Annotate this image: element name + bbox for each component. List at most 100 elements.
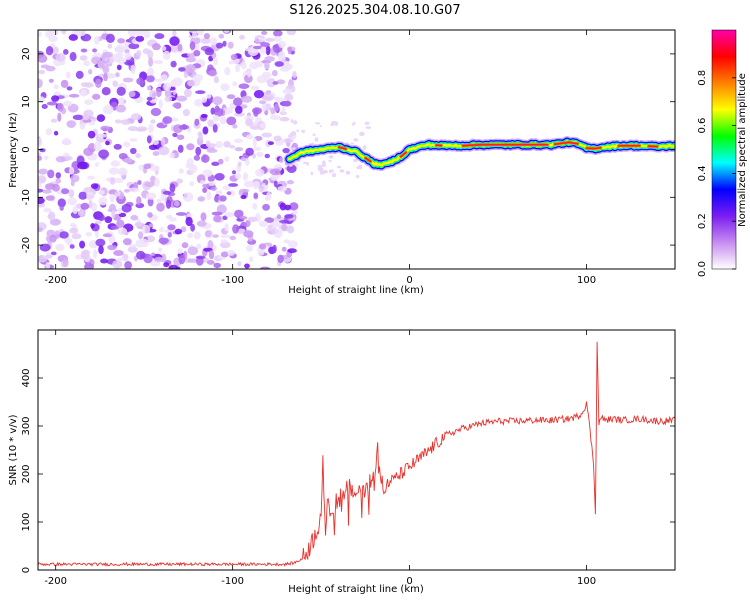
noise-speckle bbox=[151, 252, 156, 257]
noise-speckle bbox=[128, 187, 140, 193]
noise-speckle bbox=[296, 129, 300, 132]
noise-speckle bbox=[158, 227, 165, 233]
noise-speckle bbox=[92, 117, 97, 122]
noise-speckle bbox=[241, 95, 253, 103]
noise-speckle bbox=[252, 137, 257, 148]
noise-speckle bbox=[200, 180, 205, 185]
noise-speckle bbox=[67, 197, 77, 206]
noise-speckle bbox=[143, 163, 152, 170]
noise-speckle bbox=[38, 152, 41, 157]
noise-speckle bbox=[264, 196, 269, 201]
x-tick-label: 0 bbox=[406, 576, 412, 587]
noise-speckle bbox=[355, 175, 360, 178]
noise-speckle bbox=[201, 96, 208, 103]
noise-speckle bbox=[97, 213, 105, 222]
noise-speckle bbox=[265, 90, 272, 95]
noise-speckle bbox=[160, 193, 165, 202]
y-tick-label: 10 bbox=[21, 95, 32, 108]
noise-speckle bbox=[203, 33, 210, 40]
noise-speckle bbox=[180, 226, 187, 233]
noise-speckle bbox=[261, 102, 267, 112]
noise-speckle bbox=[202, 187, 208, 194]
noise-speckle bbox=[314, 122, 321, 125]
noise-speckle bbox=[154, 256, 164, 263]
noise-speckle bbox=[270, 173, 280, 181]
noise-speckle bbox=[210, 186, 217, 191]
noise-speckle bbox=[113, 143, 122, 150]
noise-speckle bbox=[286, 164, 297, 173]
noise-speckle bbox=[150, 175, 156, 184]
noise-speckle bbox=[224, 66, 231, 76]
noise-speckle bbox=[156, 202, 165, 212]
noise-speckle bbox=[195, 146, 202, 156]
noise-speckle bbox=[287, 46, 292, 55]
noise-speckle bbox=[233, 138, 244, 144]
noise-speckle bbox=[160, 137, 166, 147]
noise-speckle bbox=[282, 147, 290, 154]
noise-speckle bbox=[247, 216, 258, 222]
spectral-ridge-peak bbox=[338, 146, 347, 150]
noise-speckle bbox=[45, 235, 51, 242]
noise-speckle bbox=[246, 134, 254, 140]
noise-speckle bbox=[178, 254, 186, 265]
noise-speckle bbox=[234, 209, 244, 219]
noise-speckle bbox=[38, 175, 47, 184]
noise-speckle bbox=[208, 181, 216, 187]
noise-speckle bbox=[256, 151, 264, 158]
spectral-ridge-peak bbox=[553, 141, 579, 145]
noise-speckle bbox=[226, 94, 236, 100]
noise-speckle bbox=[115, 44, 125, 54]
noise-speckle bbox=[259, 266, 271, 269]
noise-speckle bbox=[259, 243, 266, 250]
noise-speckle bbox=[216, 42, 224, 49]
noise-speckle bbox=[123, 238, 132, 246]
noise-speckle bbox=[134, 221, 143, 228]
noise-speckle bbox=[116, 64, 122, 71]
noise-speckle bbox=[98, 196, 108, 206]
noise-speckle bbox=[358, 164, 363, 170]
noise-speckle bbox=[212, 96, 223, 106]
snr-xlabel: Height of straight line (km) bbox=[288, 584, 424, 595]
noise-speckle bbox=[336, 165, 342, 169]
noise-speckle bbox=[57, 112, 62, 122]
noise-speckle bbox=[310, 171, 314, 176]
noise-speckle bbox=[183, 71, 189, 79]
noise-speckle bbox=[93, 141, 102, 152]
noise-speckle bbox=[154, 177, 160, 187]
noise-speckle bbox=[143, 253, 153, 264]
noise-speckle bbox=[237, 161, 242, 167]
noise-speckle bbox=[186, 143, 195, 151]
noise-speckle bbox=[116, 219, 125, 228]
noise-speckle bbox=[235, 63, 240, 73]
noise-speckle bbox=[150, 107, 162, 117]
spectrogram-image bbox=[38, 30, 675, 269]
noise-speckle bbox=[152, 151, 160, 156]
noise-speckle bbox=[170, 60, 177, 68]
noise-speckle bbox=[71, 233, 82, 240]
noise-speckle bbox=[93, 35, 100, 45]
x-tick-label: 100 bbox=[577, 275, 596, 286]
snr-frame bbox=[37, 329, 676, 571]
noise-speckle bbox=[38, 188, 44, 193]
noise-speckle bbox=[274, 103, 280, 112]
noise-speckle bbox=[52, 183, 60, 192]
noise-speckle bbox=[130, 113, 142, 121]
noise-speckle bbox=[62, 258, 69, 268]
noise-speckle bbox=[284, 93, 294, 101]
noise-speckle bbox=[174, 151, 179, 158]
noise-speckle bbox=[115, 52, 124, 59]
noise-speckle bbox=[39, 148, 46, 153]
noise-speckle bbox=[158, 237, 169, 245]
noise-speckle bbox=[100, 258, 109, 264]
y-tick-label: 100 bbox=[21, 512, 32, 531]
noise-speckle bbox=[288, 134, 292, 139]
noise-speckle bbox=[362, 145, 367, 150]
noise-speckle bbox=[40, 64, 50, 69]
noise-speckle bbox=[68, 189, 75, 198]
noise-speckle bbox=[195, 90, 206, 95]
noise-speckle bbox=[108, 167, 119, 175]
noise-speckle bbox=[43, 155, 49, 160]
noise-speckle bbox=[124, 52, 132, 60]
noise-speckle bbox=[79, 55, 88, 61]
